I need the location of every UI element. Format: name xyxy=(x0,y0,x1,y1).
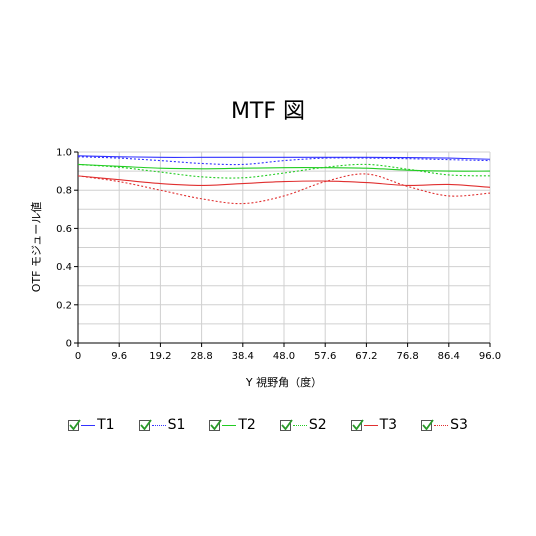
legend-checkbox[interactable] xyxy=(209,418,223,431)
legend-label: S3 xyxy=(450,417,468,433)
series-line-t1 xyxy=(77,155,491,160)
series-line-t3 xyxy=(77,175,491,188)
axes: 0 9.6 19.2 28.8 38.4 48.0 57.6 67.2 76.8 86.4 96.0… xyxy=(56,148,501,363)
checkmark-icon xyxy=(281,418,293,430)
legend-label: T1 xyxy=(97,417,115,433)
series-line-s3 xyxy=(77,173,491,205)
checkmark-icon xyxy=(210,418,223,430)
y-axis-label: OTF モジュール値 xyxy=(30,202,43,292)
x-tick-label: 28.8 xyxy=(190,351,212,362)
x-tick-label: 9.6 xyxy=(111,351,127,362)
legend-item-t1[interactable]: T1 xyxy=(68,417,115,433)
series-lines xyxy=(77,155,491,205)
legend-swatch xyxy=(151,424,166,426)
legend-item-t2[interactable]: T2 xyxy=(209,417,256,433)
x-axis-label: Y 視野角（度） xyxy=(245,375,322,389)
legend-item-s1[interactable]: S1 xyxy=(138,417,186,433)
legend-checkbox[interactable] xyxy=(350,418,364,431)
y-tick-label: 1.0 xyxy=(56,148,72,159)
x-tick-label: 0 xyxy=(75,351,81,362)
y-tick-label: 0.6 xyxy=(56,224,72,235)
legend-checkbox[interactable] xyxy=(421,418,434,431)
legend-swatch xyxy=(363,424,378,426)
checkmark-icon xyxy=(69,418,81,430)
legend-item-s2[interactable]: S2 xyxy=(279,417,327,433)
legend-swatch xyxy=(434,424,449,426)
y-tick-label: 0 xyxy=(66,339,72,350)
x-tick-label: 38.4 xyxy=(232,351,254,362)
legend-checkbox[interactable] xyxy=(68,418,81,431)
legend-label: S1 xyxy=(167,417,186,433)
chart-title: MTF 図 xyxy=(231,99,305,124)
legend-item-s3[interactable]: S3 xyxy=(421,417,468,433)
x-tick-label: 48.0 xyxy=(273,351,295,362)
legend-swatch xyxy=(81,424,96,426)
legend-label: T3 xyxy=(379,417,398,433)
legend-item-t3[interactable]: T3 xyxy=(350,417,398,433)
checkmark-icon xyxy=(351,418,364,430)
y-tick-label: 0.2 xyxy=(56,300,72,311)
legend-checkbox[interactable] xyxy=(279,418,293,431)
legend-label: S2 xyxy=(308,417,327,433)
legend-swatch xyxy=(222,424,237,426)
x-tick-label: 96.0 xyxy=(479,351,501,362)
y-tick-label: 0.8 xyxy=(56,186,72,197)
legend-checkbox[interactable] xyxy=(138,418,152,431)
y-tick-label: 0.4 xyxy=(56,262,72,273)
x-tick-label: 67.2 xyxy=(355,351,377,362)
legend: T1 S1 T2 S2 T3 S3 xyxy=(0,414,536,436)
x-tick-label: 19.2 xyxy=(149,351,171,362)
x-tick-label: 57.6 xyxy=(314,351,336,362)
legend-label: T2 xyxy=(238,417,256,433)
series-line-t2 xyxy=(77,163,491,172)
x-tick-label: 76.8 xyxy=(396,351,418,362)
x-tick-label: 86.4 xyxy=(438,351,460,362)
checkmark-icon xyxy=(422,418,434,430)
checkmark-icon xyxy=(139,418,152,430)
grid xyxy=(78,151,491,343)
legend-swatch xyxy=(292,424,307,426)
